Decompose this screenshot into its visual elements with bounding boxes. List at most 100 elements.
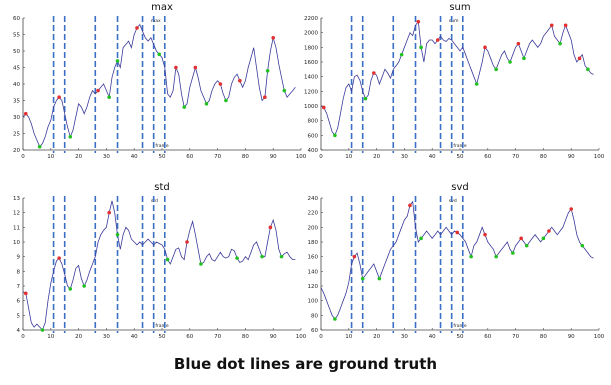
peak-point [57,256,61,260]
y-tick-label: 9 [17,255,21,261]
x-tick-label: 20 [373,154,380,160]
x-tick-label: 50 [159,334,166,340]
trough-point [82,284,86,288]
peak-point [268,225,273,230]
trough-point [265,69,270,73]
x-tick-label: 90 [270,154,277,160]
y-tick-label: 120 [308,284,319,290]
peak-point [271,36,276,40]
x-axis-label: frame [453,323,467,329]
y-tick-label: 220 [308,211,319,217]
y-tick-label: 25 [13,132,20,138]
y-tick-label: 35 [13,99,20,105]
y-tick-label: 10 [13,240,20,246]
peak-point [483,232,487,237]
series-line [320,200,594,320]
trough-point [522,56,526,61]
series-line [22,200,296,331]
y-tick-label: 12 [13,211,20,217]
x-tick-label: 40 [429,334,436,340]
x-tick-label: 10 [47,334,54,340]
trough-point [558,41,562,46]
trough-point [199,262,203,266]
x-tick-label: 50 [159,154,166,160]
y-tick-label: 160 [308,255,319,261]
y-tick-label: 7 [17,284,21,290]
series-label: max [151,19,161,24]
chart-title: svd [451,182,468,193]
trough-point [580,243,585,248]
trough-point [541,236,546,241]
peak-point [519,236,523,241]
x-tick-label: 40 [131,154,138,160]
x-tick-label: 70 [214,334,221,340]
chart-title: std [154,182,169,193]
trough-point [360,276,365,281]
trough-point [165,257,170,262]
trough-point [282,88,287,93]
chart-std: 456789101112130102030405060708090100stds… [13,182,307,340]
x-axis-label: frame [155,143,169,149]
chart-svd: 60 80 100 120 140 160 180 200 220 240 0 10 20 30 40 50 6… [308,182,605,340]
x-tick-label: 60 [186,154,193,160]
x-tick-label: 10 [345,154,352,160]
y-tick-label: 1600 [304,60,318,66]
x-tick-label: 0 [21,154,25,160]
chart-title: sum [449,2,470,13]
x-tick-label: 70 [512,334,519,340]
series-line [320,20,594,137]
peak-point [483,45,487,50]
trough-point [115,59,120,63]
x-tick-label: 50 [457,154,464,160]
x-tick-label: 30 [401,334,408,340]
peak-point [372,71,376,75]
trough-point [419,45,423,50]
y-tick-label: 30 [13,115,20,121]
y-tick-label: 100 [308,299,319,305]
x-tick-label: 30 [401,154,408,160]
peak-point [416,19,421,24]
trough-point [40,328,45,332]
x-tick-label: 10 [345,334,352,340]
trough-point [524,243,529,248]
peak-point [135,26,139,30]
peak-point [263,95,267,99]
figure-caption: Blue dot lines are ground truth [173,355,438,373]
y-tick-label: 1200 [304,89,318,95]
y-tick-label: 6 [17,299,21,305]
y-tick-label: 5 [17,313,21,319]
series-line [22,23,296,148]
y-tick-label: 13 [13,196,20,202]
x-tick-label: 70 [512,154,519,160]
trough-point [586,67,590,72]
peak-point [185,240,189,244]
x-tick-label: 70 [214,154,221,160]
y-tick-label: 140 [308,269,319,275]
x-tick-label: 10 [47,154,54,160]
trough-point [157,52,162,57]
peak-point [321,105,326,110]
trough-point [115,232,120,237]
x-tick-label: 20 [75,334,82,340]
y-tick-label: 40 [13,82,20,88]
peak-point [96,88,100,93]
trough-point [508,60,512,64]
x-tick-label: 80 [242,334,249,340]
trough-point [68,287,73,291]
x-tick-label: 50 [457,334,464,340]
x-tick-label: 60 [186,334,193,340]
y-tick-label: 600 [308,133,319,139]
peak-point [23,291,28,296]
trough-point [182,105,187,109]
x-tick-label: 40 [429,154,436,160]
y-tick-label: 800 [308,119,319,125]
peak-point [107,210,111,215]
trough-point [107,95,111,99]
x-axis-label: frame [155,323,169,329]
x-tick-label: 100 [594,334,605,340]
trough-point [333,133,337,138]
x-tick-label: 0 [319,154,323,160]
x-tick-label: 80 [540,154,547,160]
peak-point [238,78,242,83]
